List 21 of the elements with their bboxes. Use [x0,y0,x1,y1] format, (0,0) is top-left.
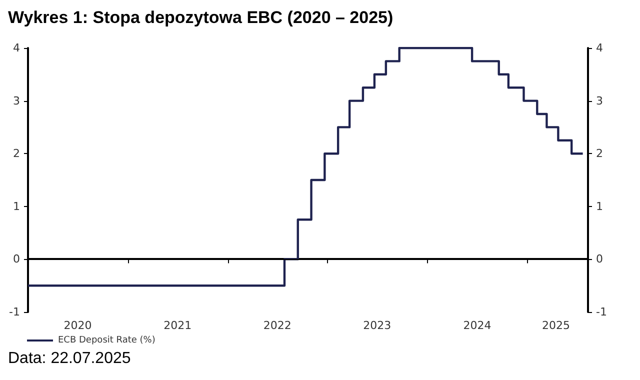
y2-tick-label: 3 [596,94,603,108]
y-tick-label: 2 [13,147,20,160]
y2-tick-label: -1 [596,306,607,318]
y2-tick-label: 2 [596,147,603,160]
text: Data: 22.07.2025 [8,350,131,368]
y-tick-label: 3 [13,94,20,108]
y-tick-label: 1 [13,200,20,213]
x-tick-label: 2023 [363,319,392,332]
x-tick-label: 2025 [542,319,570,332]
x-tick-label: 2021 [164,319,192,332]
x-tick-label: 2020 [64,319,92,332]
x-tick-label: 2022 [263,319,292,332]
y2-tick-label: 4 [596,42,603,54]
chart-title: Wykres 1: Stopa depozytowa EBC (2020 – 2025) [8,8,394,28]
y2-tick-label: 0 [596,252,603,266]
legend-label: ECB Deposit Rate (%) [58,336,156,346]
y2-tick-label: 1 [596,200,603,213]
x-tick-label: 2024 [463,319,492,332]
y-tick-label: 4 [13,42,20,54]
y-tick-label: -1 [9,306,20,318]
y-tick-label: 0 [13,252,20,266]
